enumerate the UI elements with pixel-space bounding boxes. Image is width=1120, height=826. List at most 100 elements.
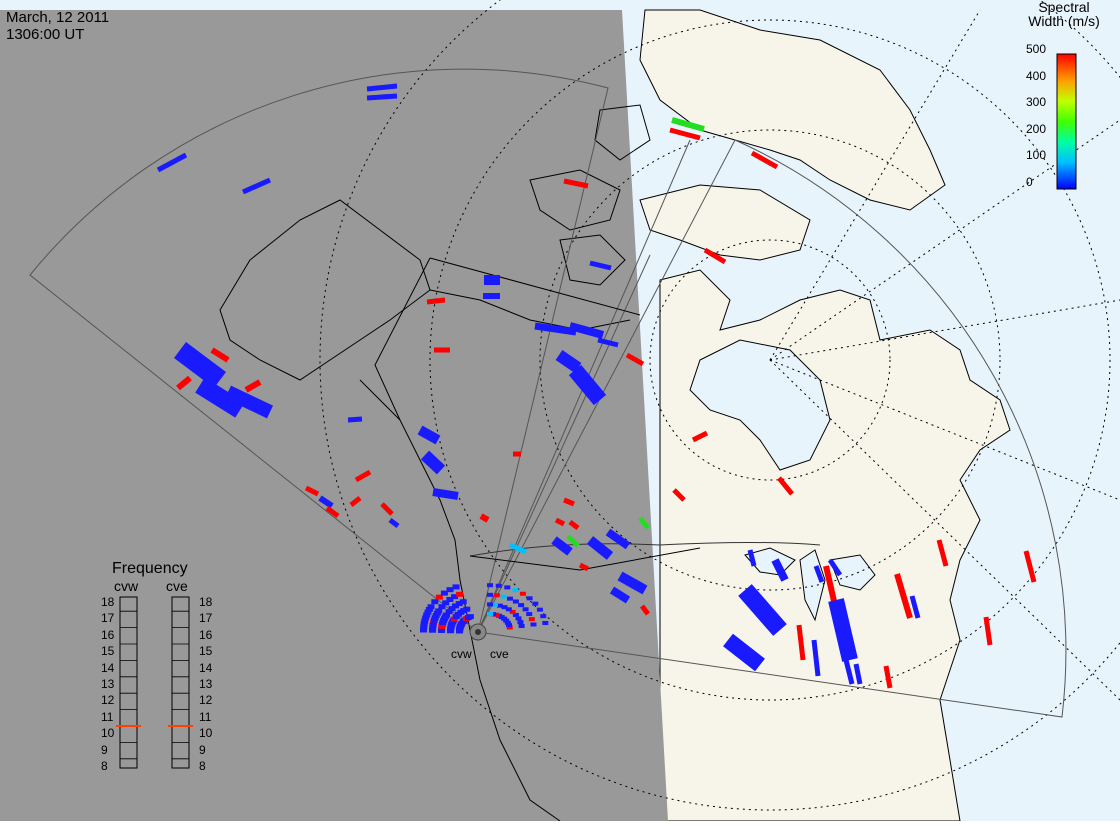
radar-echo-cell bbox=[459, 599, 467, 605]
cvw-column-label: cvw bbox=[114, 578, 139, 594]
radar-echo-cell bbox=[429, 625, 437, 631]
radar-label-east: cve bbox=[490, 647, 509, 661]
radar-echo-cell bbox=[512, 588, 519, 593]
radar-echo-cell bbox=[894, 573, 913, 619]
radar-echo-cell bbox=[438, 623, 446, 629]
radar-echo-cell bbox=[432, 488, 459, 500]
radar-echo-cell bbox=[526, 596, 533, 601]
radar-echo-cell bbox=[241, 177, 272, 195]
radar-echo-cell bbox=[777, 476, 794, 496]
radar-echo-cell bbox=[420, 627, 428, 633]
alaska-coast bbox=[219, 199, 431, 381]
radar-echo-cell bbox=[828, 598, 858, 662]
colorbar-tick: 400 bbox=[1026, 68, 1047, 83]
radar-echo-cell bbox=[244, 379, 262, 393]
radar-echo-cell bbox=[691, 430, 709, 443]
radar-echo-cell bbox=[568, 322, 605, 339]
radar-echo-cell bbox=[429, 622, 437, 628]
radar-echo-cell bbox=[429, 627, 437, 633]
radar-echo-cell bbox=[589, 260, 612, 271]
radar-echo-cell bbox=[1023, 550, 1037, 583]
radar-echo-cell bbox=[827, 558, 843, 577]
radar-echo-cell bbox=[445, 609, 453, 615]
radar-echo-cell bbox=[536, 607, 543, 612]
radar-echo-cell bbox=[366, 93, 398, 101]
lake-huron bbox=[829, 554, 876, 591]
radar-echo-cell bbox=[452, 584, 460, 590]
radar-echo-cell bbox=[534, 322, 577, 336]
radar-echo-cell bbox=[421, 618, 429, 624]
radar-echo-cell bbox=[422, 615, 430, 621]
radar-echo-cell bbox=[554, 517, 566, 527]
radar-echo-cell bbox=[747, 549, 757, 567]
date-label: March, 12 2011 bbox=[6, 9, 110, 26]
boundaries bbox=[374, 257, 701, 571]
arctic-coast bbox=[429, 289, 631, 331]
radar-echo-cell bbox=[568, 364, 607, 406]
frequency-level-label: 15 bbox=[101, 644, 115, 659]
radar-echo-cell bbox=[640, 604, 650, 616]
radar-echo-cell bbox=[578, 562, 590, 572]
radar-echo-cell bbox=[463, 606, 471, 612]
radar-echo-cell bbox=[597, 337, 619, 348]
radar-echo-cell bbox=[566, 534, 580, 548]
radar-echo-cell bbox=[936, 539, 949, 567]
radar-echo-cell bbox=[423, 612, 431, 618]
radar-echo-cell bbox=[487, 592, 493, 597]
frequency-level-label: 13 bbox=[101, 677, 115, 691]
radar-echo-cell bbox=[435, 594, 443, 600]
radar-echo-cell bbox=[671, 117, 705, 132]
radar-echo-cell bbox=[532, 601, 539, 606]
radar-echo-cell bbox=[446, 587, 454, 593]
radar-echo-cell bbox=[440, 590, 448, 596]
radar-echo-cell bbox=[551, 536, 573, 556]
radar-echo-cell bbox=[479, 513, 490, 523]
radar-echo-cell bbox=[448, 622, 456, 628]
radar-echo-cell bbox=[366, 83, 398, 92]
radar-echo-cell bbox=[843, 659, 855, 685]
radar-echo-cell bbox=[318, 495, 334, 509]
latitude-grid bbox=[319, 0, 1120, 811]
radar-echo-cell bbox=[515, 616, 522, 621]
radar-echo-cell bbox=[518, 623, 525, 628]
radar-echo-cell bbox=[438, 604, 446, 610]
radar-echo-cell bbox=[425, 606, 433, 612]
radar-echo-cell bbox=[512, 612, 519, 617]
radar-echo-cell bbox=[496, 603, 503, 608]
radar-echo-cell bbox=[174, 342, 226, 388]
radar-echoes bbox=[156, 83, 1037, 689]
frequency-level-label: 18 bbox=[101, 595, 115, 609]
radar-echo-cell bbox=[176, 375, 192, 391]
frequency-level-label: 17 bbox=[101, 611, 115, 626]
colorbar-tick: 500 bbox=[1026, 42, 1047, 56]
colorbar-tick: 0 bbox=[1026, 174, 1033, 189]
radar-echo-cell bbox=[447, 625, 455, 631]
radar-echo-cell bbox=[703, 247, 727, 265]
radar-echo-cell bbox=[506, 625, 513, 630]
radar-echo-cell bbox=[563, 497, 575, 507]
hudson-bay bbox=[689, 339, 831, 471]
radar-echo-cell bbox=[605, 528, 631, 550]
frequency-level-label: 14 bbox=[101, 660, 115, 675]
radar-echo-cell bbox=[983, 616, 993, 646]
arctic-island-1 bbox=[529, 169, 621, 231]
arctic-island-3 bbox=[594, 104, 651, 161]
radar-echo-cell bbox=[771, 558, 789, 582]
frequency-level-label: 14 bbox=[199, 660, 213, 675]
radar-echo-cell bbox=[388, 518, 400, 528]
radar-echo-cell bbox=[427, 604, 435, 610]
radar-echo-cell bbox=[224, 385, 274, 419]
radar-site-dot bbox=[475, 629, 481, 635]
radar-echo-cell bbox=[347, 416, 363, 423]
radar-echo-cell bbox=[501, 605, 508, 610]
radar-echo-cell bbox=[518, 603, 525, 608]
frequency-level-label: 9 bbox=[101, 742, 108, 757]
radar-echo-cell bbox=[542, 620, 549, 625]
baffin-island bbox=[639, 184, 811, 261]
radar-echo-cell bbox=[443, 612, 451, 618]
radar-echo-cell bbox=[466, 614, 474, 620]
radar-echo-cell bbox=[420, 621, 428, 627]
radar-echo-cell bbox=[672, 488, 686, 502]
radar-echo-cell bbox=[505, 607, 512, 612]
frequency-level-label: 10 bbox=[199, 726, 213, 741]
